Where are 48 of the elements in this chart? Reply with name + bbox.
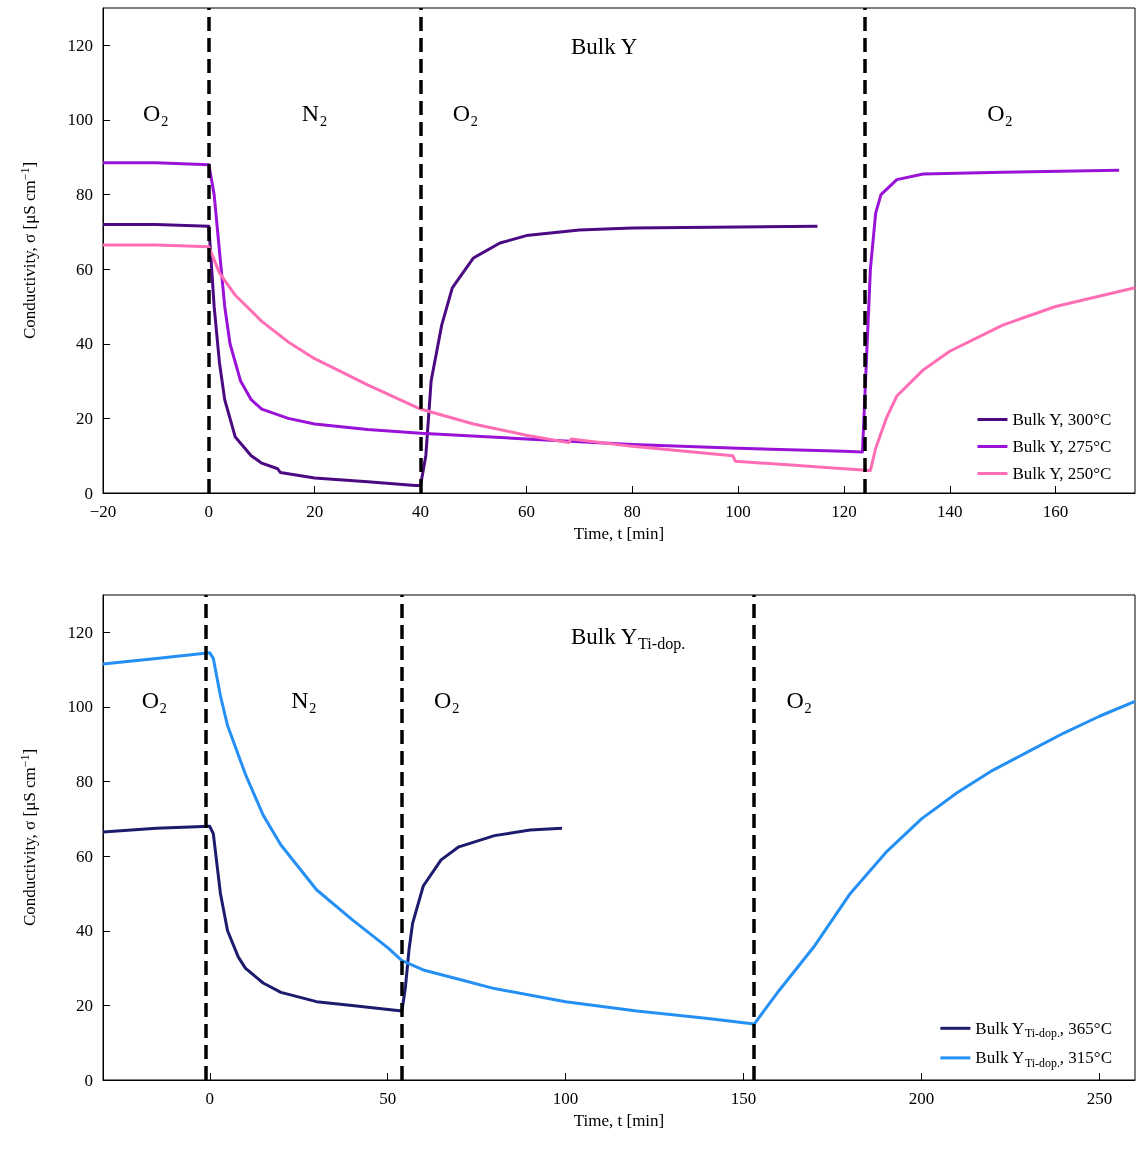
x-axis-title: Time, t [min] xyxy=(573,1110,665,1130)
annotation: O₂ xyxy=(434,687,460,713)
x-tick-label: 50 xyxy=(379,1089,397,1108)
annotation: O₂ xyxy=(786,687,813,713)
x-tick-label: 100 xyxy=(725,502,751,521)
x-tick-label: −20 xyxy=(89,502,117,521)
x-tick-label: 20 xyxy=(306,502,324,521)
y-tick-label: 80 xyxy=(76,185,93,205)
y-tick-label: 40 xyxy=(76,921,93,941)
annotation: O₂ xyxy=(141,687,168,713)
y-tick-label: 120 xyxy=(67,622,93,642)
y-tick-label: 40 xyxy=(76,334,93,354)
annotation: O₂ xyxy=(143,100,169,126)
x-tick-label: 100 xyxy=(552,1089,579,1108)
y-axis-title: Conductivity, σ [μS cm−1] xyxy=(17,748,40,927)
legend-label: Bulk Y, 300°C xyxy=(1012,410,1112,429)
y-tick-label: 100 xyxy=(67,110,93,130)
annotation: O₂ xyxy=(452,100,479,126)
text: Bulk Y xyxy=(571,34,638,59)
x-tick-label: 250 xyxy=(1086,1089,1113,1108)
annotation: N₂ xyxy=(291,687,317,713)
y-tick-label: 100 xyxy=(67,697,93,717)
line-series xyxy=(101,824,564,1013)
legend-label: Bulk Y, 250°C xyxy=(1012,464,1112,483)
y-tick-label: 0 xyxy=(84,1070,93,1090)
y-tick-label: 20 xyxy=(76,408,93,428)
y-tick-label: 120 xyxy=(67,35,93,55)
y-tick-label: 0 xyxy=(84,483,93,503)
x-tick-label: 160 xyxy=(1042,502,1069,521)
x-tick-label: 120 xyxy=(831,502,857,521)
y-tick-label: 20 xyxy=(76,995,93,1015)
y-tick-label: 80 xyxy=(76,772,93,792)
annotation: N₂ xyxy=(301,100,328,126)
y-tick-label: 60 xyxy=(76,259,93,279)
x-tick-label: 200 xyxy=(908,1089,935,1108)
y-tick-label: 60 xyxy=(76,846,93,866)
line-series xyxy=(101,222,819,488)
x-tick-label: 60 xyxy=(517,502,535,521)
x-tick-label: 140 xyxy=(937,502,963,521)
x-tick-label: 150 xyxy=(730,1089,757,1108)
legend-label: Bulk Y, 275°C xyxy=(1012,437,1112,456)
x-tick-label: 80 xyxy=(623,502,641,521)
annotation: O₂ xyxy=(987,100,1013,126)
y-axis-title: Conductivity, σ [μS cm−1] xyxy=(17,161,40,340)
x-tick-label: 0 xyxy=(205,1089,215,1108)
x-tick-label: 40 xyxy=(412,502,430,521)
x-tick-label: 0 xyxy=(204,502,214,521)
x-axis-title: Time, t [min] xyxy=(573,523,665,543)
